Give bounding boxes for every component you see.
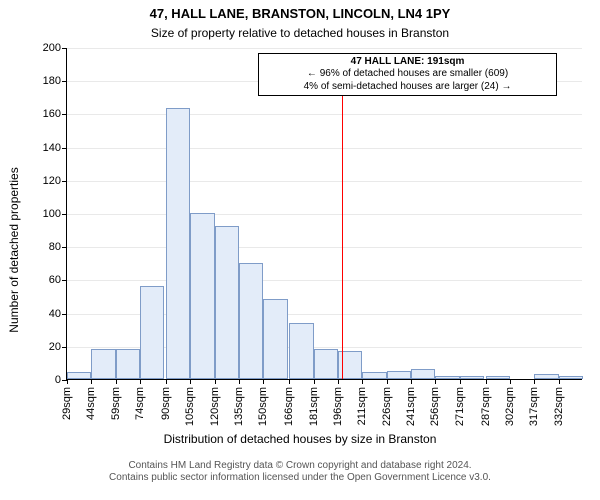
x-tick-label: 302sqm (504, 379, 516, 426)
x-tick-label: 120sqm (209, 379, 221, 426)
histogram-bar (190, 213, 214, 379)
histogram-bar (263, 299, 287, 379)
histogram-bar (362, 372, 386, 379)
y-tick-label: 20 (49, 341, 67, 353)
chart-title-line1: 47, HALL LANE, BRANSTON, LINCOLN, LN4 1P… (0, 6, 600, 21)
y-tick-label: 60 (49, 274, 67, 286)
y-tick-label: 40 (49, 308, 67, 320)
histogram-bar (411, 369, 435, 379)
gridline (67, 114, 582, 115)
chart-container: 47, HALL LANE, BRANSTON, LINCOLN, LN4 1P… (0, 0, 600, 500)
histogram-bar (534, 374, 558, 379)
histogram-bar (559, 376, 583, 379)
reference-line (342, 80, 343, 379)
histogram-bar (140, 286, 164, 379)
histogram-bar (67, 372, 91, 379)
x-tick-label: 226sqm (381, 379, 393, 426)
x-tick-label: 287sqm (480, 379, 492, 426)
histogram-bar (91, 349, 115, 379)
gridline (67, 247, 582, 248)
x-tick-label: 135sqm (233, 379, 245, 426)
x-tick-label: 150sqm (257, 379, 269, 426)
gridline (67, 181, 582, 182)
footer-line-1: Contains HM Land Registry data © Crown c… (0, 460, 600, 472)
y-tick-label: 100 (43, 208, 67, 220)
histogram-bar (166, 108, 190, 379)
x-tick-label: 90sqm (160, 379, 172, 420)
y-tick-label: 200 (43, 42, 67, 54)
histogram-bar (387, 371, 411, 379)
y-tick-label: 120 (43, 175, 67, 187)
footer-line-2: Contains public sector information licen… (0, 472, 600, 484)
gridline (67, 214, 582, 215)
footer-attribution: Contains HM Land Registry data © Crown c… (0, 460, 600, 484)
histogram-bar (239, 263, 263, 379)
x-tick-label: 332sqm (553, 379, 565, 426)
x-tick-label: 241sqm (405, 379, 417, 426)
histogram-bar (289, 323, 313, 379)
gridline (67, 48, 582, 49)
y-tick-label: 140 (43, 142, 67, 154)
y-tick-label: 180 (43, 75, 67, 87)
x-tick-label: 44sqm (85, 379, 97, 420)
x-tick-label: 74sqm (134, 379, 146, 420)
histogram-bar (314, 349, 338, 379)
x-tick-label: 105sqm (184, 379, 196, 426)
y-tick-label: 80 (49, 241, 67, 253)
x-tick-label: 271sqm (454, 379, 466, 426)
x-tick-label: 59sqm (110, 379, 122, 420)
x-tick-label: 166sqm (283, 379, 295, 426)
histogram-bar (460, 376, 484, 379)
x-tick-label: 317sqm (528, 379, 540, 426)
gridline (67, 148, 582, 149)
x-tick-label: 211sqm (356, 379, 368, 425)
x-tick-label: 181sqm (308, 379, 320, 426)
histogram-bar (486, 376, 510, 379)
histogram-bar (116, 349, 140, 379)
plot-area: 02040608010012014016018020029sqm44sqm59s… (66, 48, 582, 380)
x-tick-label: 196sqm (332, 379, 344, 426)
y-axis-label: Number of detached properties (7, 167, 21, 332)
y-tick-label: 160 (43, 108, 67, 120)
reference-annotation: 47 HALL LANE: 191sqm← 96% of detached ho… (258, 53, 557, 97)
histogram-bar (215, 226, 239, 379)
x-tick-label: 29sqm (61, 379, 73, 420)
histogram-bar (435, 376, 459, 379)
x-axis-label: Distribution of detached houses by size … (0, 432, 600, 446)
x-tick-label: 256sqm (429, 379, 441, 426)
chart-title-line2: Size of property relative to detached ho… (0, 26, 600, 40)
gridline (67, 280, 582, 281)
annotation-line-2: 4% of semi-detached houses are larger (2… (263, 81, 552, 94)
annotation-line-1: ← 96% of detached houses are smaller (60… (263, 68, 552, 81)
annotation-title: 47 HALL LANE: 191sqm (263, 56, 552, 69)
